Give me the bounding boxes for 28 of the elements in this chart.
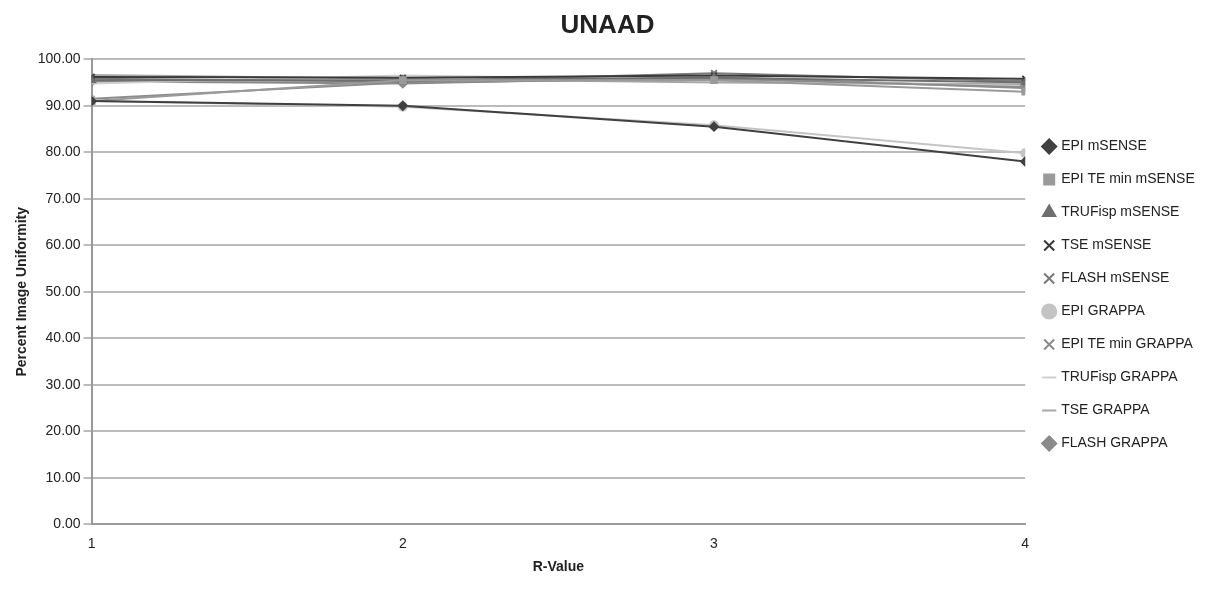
y-tick-label: 40.00 <box>45 329 81 346</box>
chart-title: UNAAD <box>560 8 655 39</box>
legend-label: FLASH GRAPPA <box>1061 434 1169 451</box>
y-axis-title: Percent Image Uniformity <box>13 206 30 377</box>
y-tick-label: 100.00 <box>37 50 81 67</box>
y-tick-label: 70.00 <box>45 189 81 206</box>
legend-label: FLASH mSENSE <box>1061 269 1170 286</box>
x-axis-title: R-Value <box>532 558 585 575</box>
y-tick-label: 60.00 <box>45 236 81 253</box>
x-tick-label: 1 <box>87 534 96 551</box>
y-tick-label: 20.00 <box>45 422 81 439</box>
y-tick-label: 90.00 <box>45 96 81 113</box>
legend-label: TSE GRAPPA <box>1061 401 1151 418</box>
x-tick-label: 3 <box>710 534 719 551</box>
y-tick-label: 80.00 <box>45 143 81 160</box>
y-tick-label: 50.00 <box>45 282 81 299</box>
legend-label: EPI TE min GRAPPA <box>1061 335 1194 352</box>
legend-label: EPI TE min mSENSE <box>1061 170 1195 187</box>
legend-label: TRUFisp mSENSE <box>1061 203 1180 220</box>
y-tick-label: 10.00 <box>45 468 81 485</box>
x-tick-label: 4 <box>1021 534 1030 551</box>
x-tick-label: 2 <box>398 534 407 551</box>
legend-label: EPI GRAPPA <box>1061 302 1146 319</box>
y-tick-label: 0.00 <box>53 515 81 532</box>
legend-label: TRUFisp GRAPPA <box>1061 368 1179 385</box>
legend-label: TSE mSENSE <box>1061 236 1152 253</box>
y-tick-label: 30.00 <box>45 375 81 392</box>
legend-label: EPI mSENSE <box>1061 137 1147 154</box>
